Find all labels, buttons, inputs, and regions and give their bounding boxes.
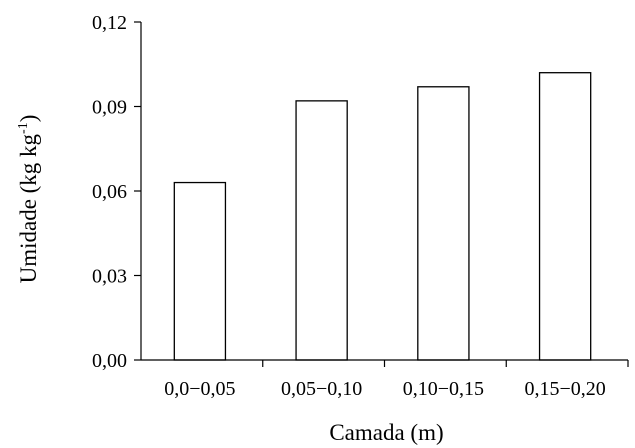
bar xyxy=(538,72,592,361)
bar xyxy=(295,100,348,361)
y-axis-title-end: ) xyxy=(16,115,41,123)
x-ticks-group: 0,0−0,05 0,05−0,10 0,10−0,15 0,15−0,20 xyxy=(164,360,629,400)
bars-group xyxy=(173,72,592,361)
y-axis-title-main: Umidade (kg kg xyxy=(16,133,41,283)
y-ticks-group: 0,00 0,03 0,06 0,09 0,12 xyxy=(92,12,141,372)
x-tick-label: 0,10−0,15 xyxy=(403,378,484,400)
y-axis-title-superscript: -1 xyxy=(16,122,31,134)
x-tick-label: 0,0−0,05 xyxy=(164,378,235,400)
y-axis-title: Umidade (kg kg-1) xyxy=(16,115,41,284)
x-tick-label: 0,05−0,10 xyxy=(281,378,362,400)
y-tick-label: 0,09 xyxy=(92,97,127,119)
x-tick-label: 0,15−0,20 xyxy=(524,378,605,400)
bar xyxy=(417,86,470,361)
x-axis-title: Camada (m) xyxy=(329,420,443,445)
y-tick-label: 0,03 xyxy=(92,266,127,288)
bar xyxy=(173,181,227,361)
y-tick-label: 0,00 xyxy=(92,350,127,372)
y-tick-label: 0,12 xyxy=(92,12,127,34)
y-tick-label: 0,06 xyxy=(92,181,127,203)
